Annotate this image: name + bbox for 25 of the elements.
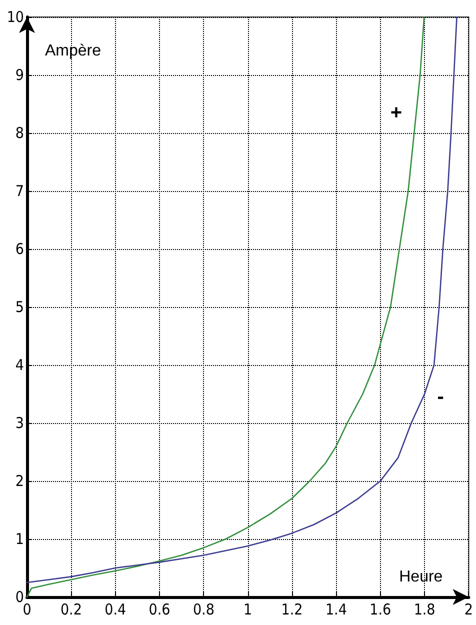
x-tick-label: 1 (244, 600, 252, 618)
y-tick-label: 4 (15, 356, 24, 374)
x-tick-label: 1.4 (325, 600, 347, 618)
series-label: + (390, 102, 402, 124)
y-tick-label: 9 (15, 66, 24, 84)
x-tick-label: 0.2 (60, 600, 82, 618)
x-tick-label: 2 (464, 600, 474, 618)
x-tick-label: 0.8 (192, 600, 214, 618)
y-tick-label: 7 (15, 182, 24, 200)
y-tick-label: 6 (15, 240, 24, 258)
y-tick-label: 8 (15, 124, 24, 142)
y-tick-label: 3 (15, 414, 24, 432)
x-axis-title: Heure (399, 568, 443, 586)
y-tick-label: 0 (15, 588, 24, 606)
y-tick-label: 10 (6, 8, 24, 26)
y-axis-title: Ampère (45, 42, 102, 60)
y-tick-label: 1 (15, 530, 24, 548)
y-tick-label: 5 (15, 298, 24, 316)
x-tick-label: 0.4 (104, 600, 126, 618)
x-tick-label: 1.8 (414, 600, 436, 618)
x-tick-label: 1.6 (370, 600, 392, 618)
x-tick-label: 0.6 (148, 600, 170, 618)
series-label: - (437, 386, 444, 408)
y-tick-label: 2 (15, 472, 24, 490)
x-tick-label: 1.2 (281, 600, 303, 618)
